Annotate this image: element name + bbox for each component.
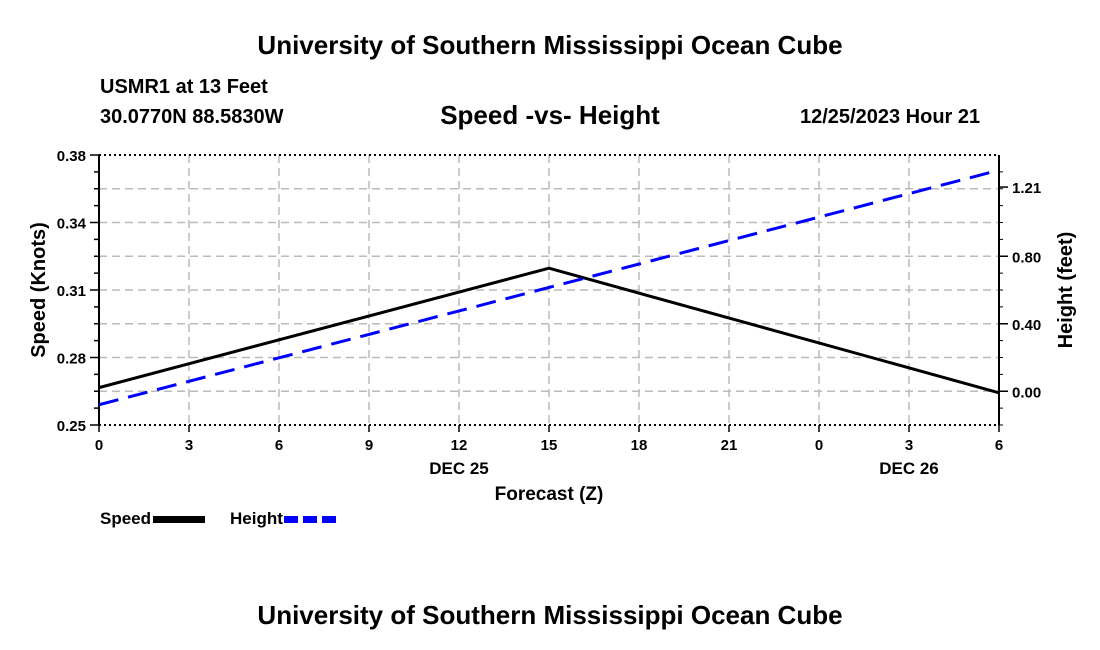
x-tick-label: 9 — [365, 437, 373, 454]
x-date-label: DEC 25 — [429, 459, 489, 478]
y-axis-title: Speed (Knots) — [28, 222, 50, 358]
x-tick-label: 6 — [275, 437, 283, 454]
x-tick-label: 3 — [185, 437, 193, 454]
y-tick-label: 0.28 — [57, 351, 86, 368]
x-tick-label: 0 — [815, 437, 823, 454]
y2-tick-label: 1.21 — [1012, 180, 1041, 197]
y2-tick-label: 0.80 — [1012, 249, 1041, 266]
x-tick-label: 21 — [721, 437, 738, 454]
x-date-label: DEC 26 — [879, 459, 939, 478]
x-axis-title: Forecast (Z) — [495, 484, 604, 505]
x-tick-label: 6 — [995, 437, 1003, 454]
legend-speed-swatch — [153, 515, 206, 523]
footer-title: University of Southern Mississippi Ocean… — [257, 600, 843, 630]
legend-height-swatch — [283, 515, 336, 523]
x-tick-label: 15 — [541, 437, 558, 454]
main-title: University of Southern Mississippi Ocean… — [257, 30, 843, 60]
legend-speed-label: Speed — [100, 509, 152, 528]
y-tick-label: 0.38 — [57, 148, 86, 165]
legend-speed: Speed — [100, 509, 206, 529]
y-tick-label: 0.25 — [57, 418, 86, 435]
x-tick-label: 3 — [905, 437, 913, 454]
forecast-datetime: 12/25/2023 Hour 21 — [800, 106, 981, 128]
y2-tick-label: 0.40 — [1012, 317, 1041, 334]
y2-axis-title: Height (feet) — [1055, 232, 1077, 349]
series-line-speed — [98, 266, 1000, 395]
series-line-height — [98, 168, 1000, 407]
legend-height: Height — [230, 509, 336, 529]
chart-title: Speed -vs- Height — [440, 100, 660, 130]
x-tick-label: 0 — [95, 437, 103, 454]
y-tick-label: 0.31 — [57, 283, 86, 300]
x-tick-label: 12 — [451, 437, 468, 454]
legend-height-label: Height — [230, 509, 283, 528]
y-tick-label: 0.34 — [57, 216, 87, 233]
station-coordinates: 30.0770N 88.5830W — [100, 106, 284, 128]
y2-tick-label: 0.00 — [1012, 384, 1041, 401]
station-label: USMR1 at 13 Feet — [100, 76, 268, 98]
x-tick-label: 18 — [631, 437, 648, 454]
